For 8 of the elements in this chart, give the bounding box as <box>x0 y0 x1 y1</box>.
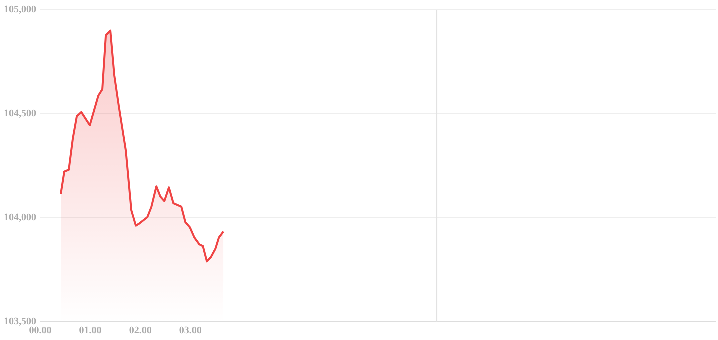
x-tick-label: 02.00 <box>129 326 152 337</box>
y-tick-label: 104,000 <box>4 212 36 224</box>
y-tick-label: 104,500 <box>4 108 36 120</box>
x-tick-label: 03.00 <box>179 326 202 337</box>
x-tick-label: 01.00 <box>79 326 102 337</box>
x-tick-label: 00.00 <box>29 326 52 337</box>
y-tick-label: 103,500 <box>4 316 36 328</box>
y-tick-label: 105,000 <box>4 4 36 16</box>
